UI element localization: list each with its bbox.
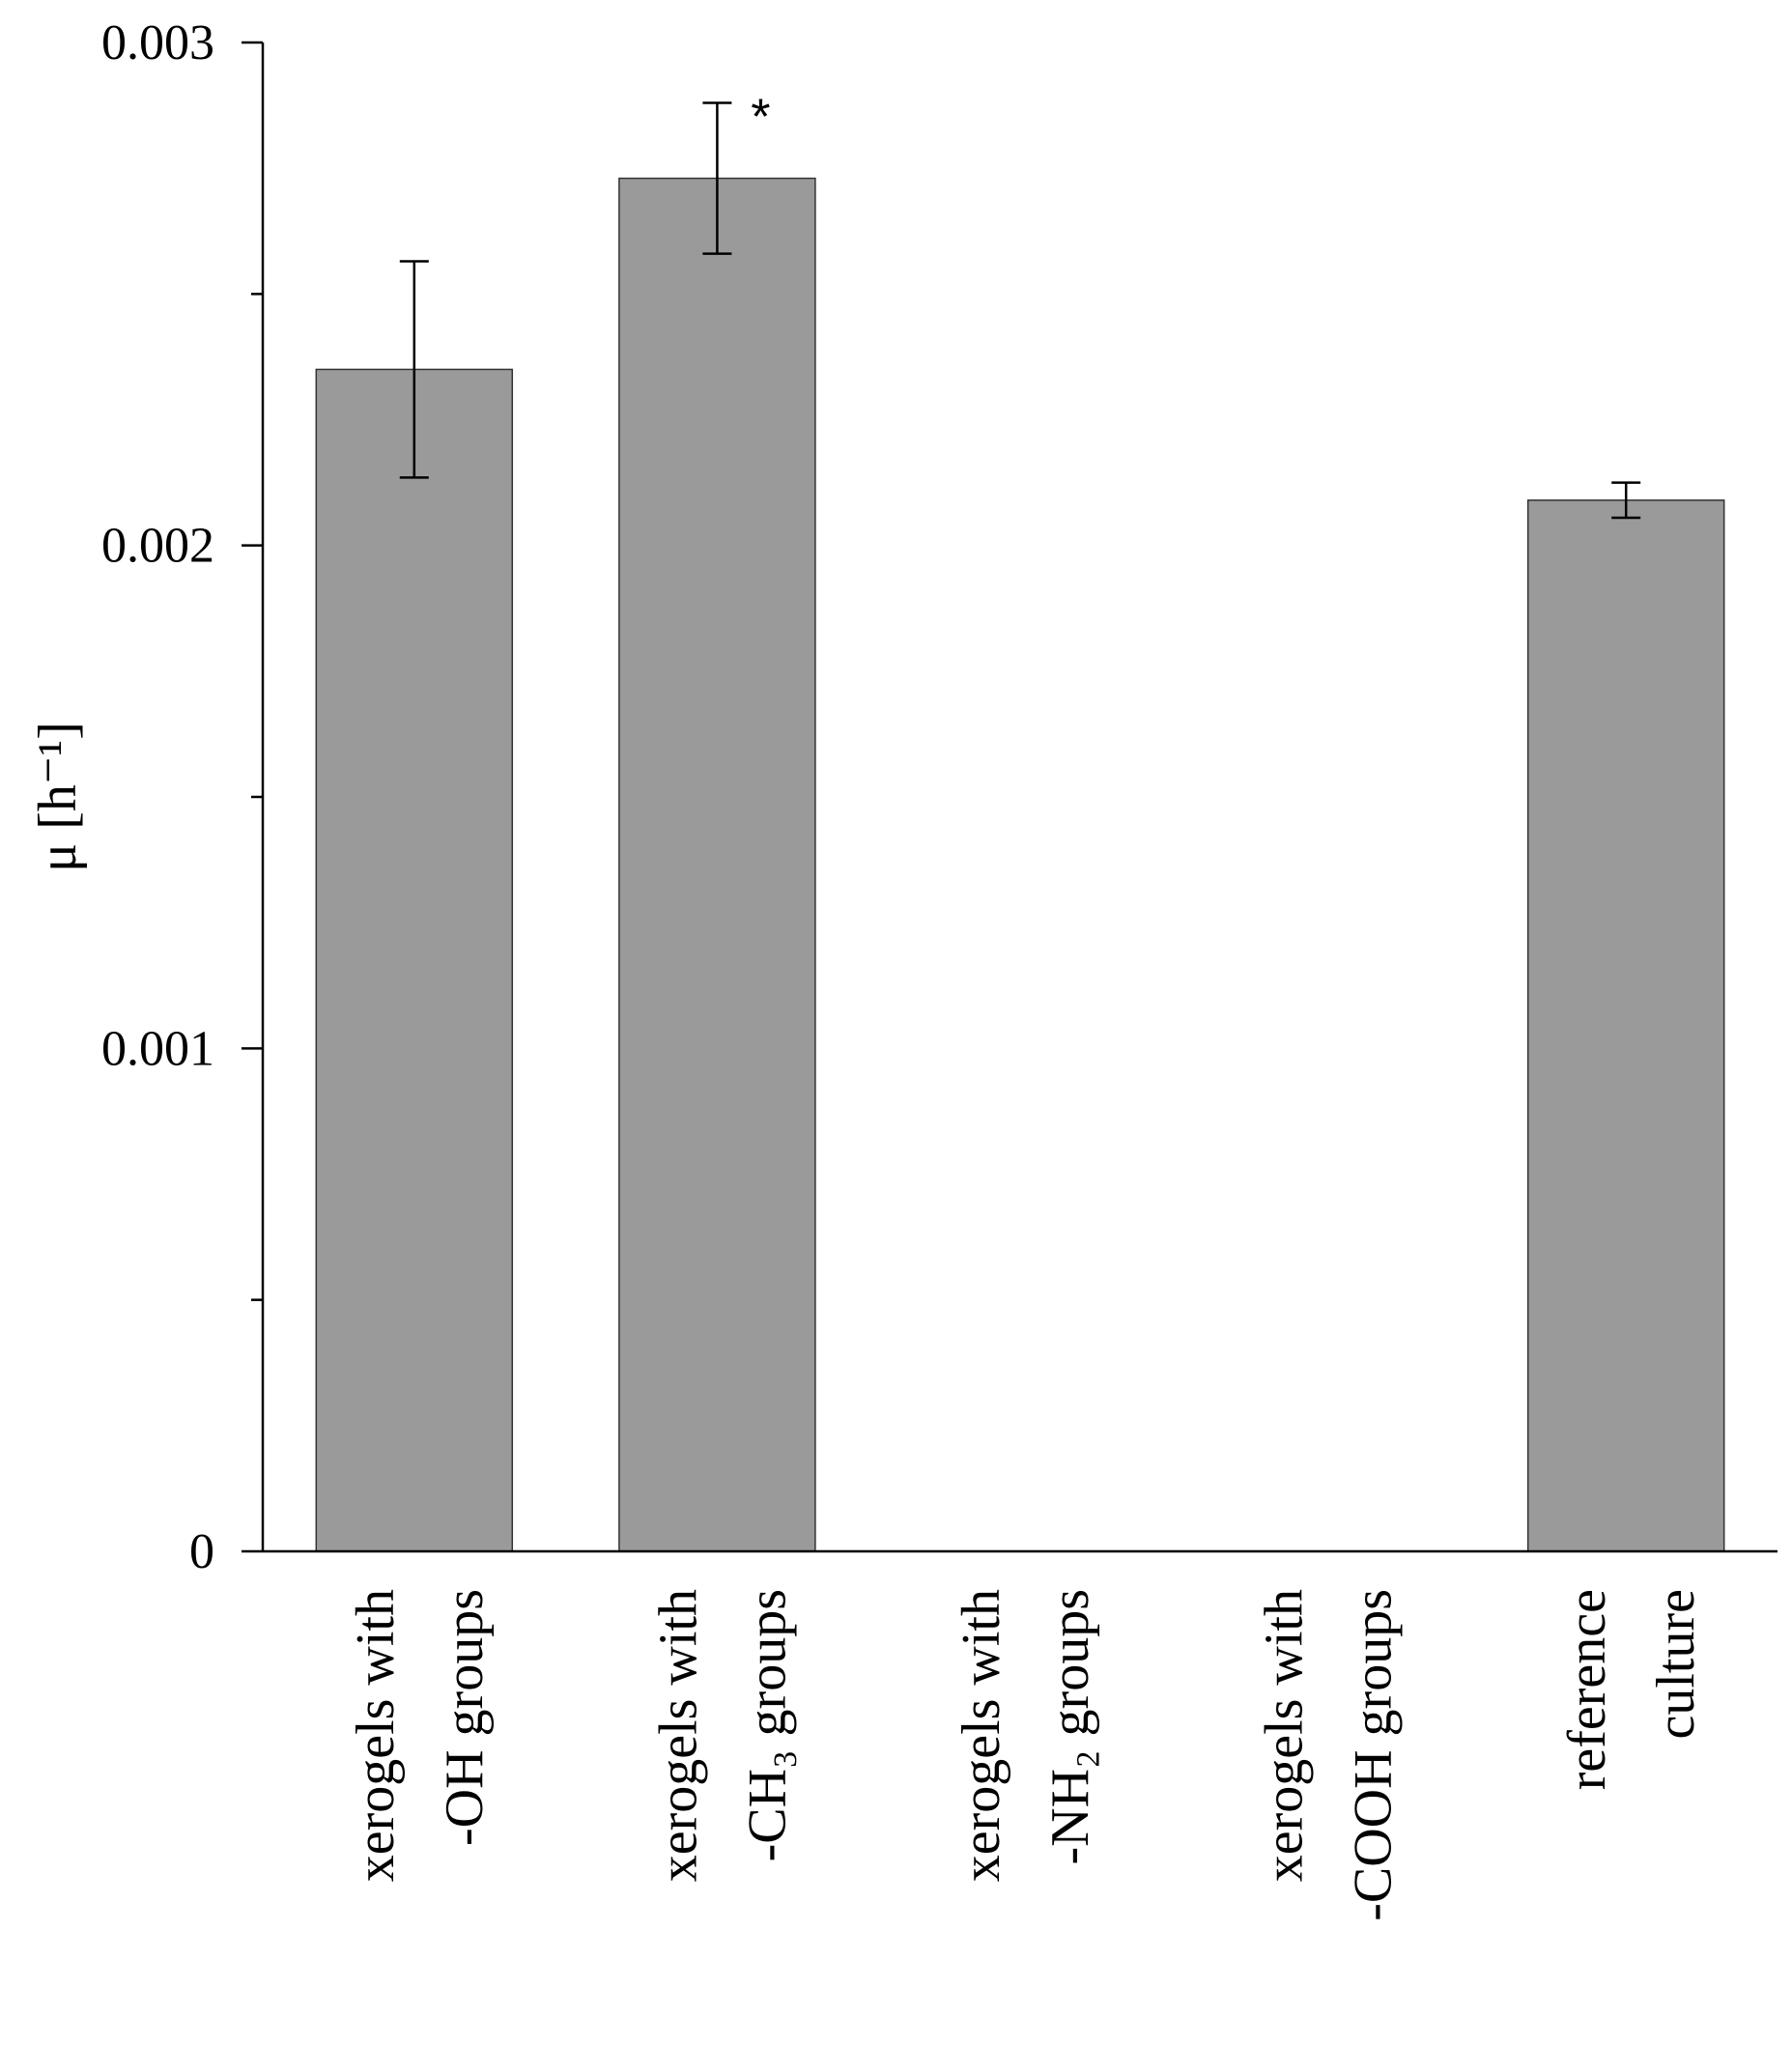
x-category-label-line: xerogels with	[1255, 1589, 1315, 1882]
y-axis-title: μ [h⁻¹]	[28, 722, 88, 872]
y-tick-label: 0.002	[101, 519, 214, 574]
x-category-label-line: -COOH groups	[1344, 1589, 1404, 1921]
x-category-label: reference culture	[1557, 1589, 1706, 1790]
x-category-label-line: -OH groups	[435, 1589, 495, 1846]
x-category-label: xerogels with -CH₃ groups	[648, 1589, 797, 1882]
error-bars-group: *	[399, 89, 1641, 520]
x-category-label-line: culture	[1646, 1589, 1706, 1739]
y-tick-label: 0.003	[101, 15, 214, 71]
x-category-label-line: reference	[1557, 1589, 1617, 1790]
category-labels-group: xerogels with -OH groups xerogels with -CH₃…	[346, 1589, 1706, 1921]
bar	[618, 177, 816, 1552]
x-category-label: xerogels with -COOH groups	[1255, 1589, 1404, 1921]
x-category-label-line: xerogels with	[346, 1589, 406, 1882]
x-category-label-line: -NH₂ groups	[1040, 1589, 1100, 1865]
y-ticks-group: 0 0.001 0.002 0.003	[101, 15, 263, 1579]
y-tick-label: 0.001	[101, 1021, 214, 1076]
x-category-label-line: xerogels with	[952, 1589, 1011, 1882]
significance-marker: *	[751, 89, 770, 145]
bar	[315, 368, 514, 1552]
bars-group	[315, 177, 1725, 1552]
x-category-label-line: xerogels with	[648, 1589, 708, 1882]
bar	[1526, 499, 1725, 1552]
y-tick-label: 0	[189, 1524, 214, 1579]
x-category-label: xerogels with -NH₂ groups	[952, 1589, 1100, 1882]
x-category-label: xerogels with -OH groups	[346, 1589, 495, 1882]
x-category-label-line: -CH₃ groups	[737, 1589, 797, 1861]
